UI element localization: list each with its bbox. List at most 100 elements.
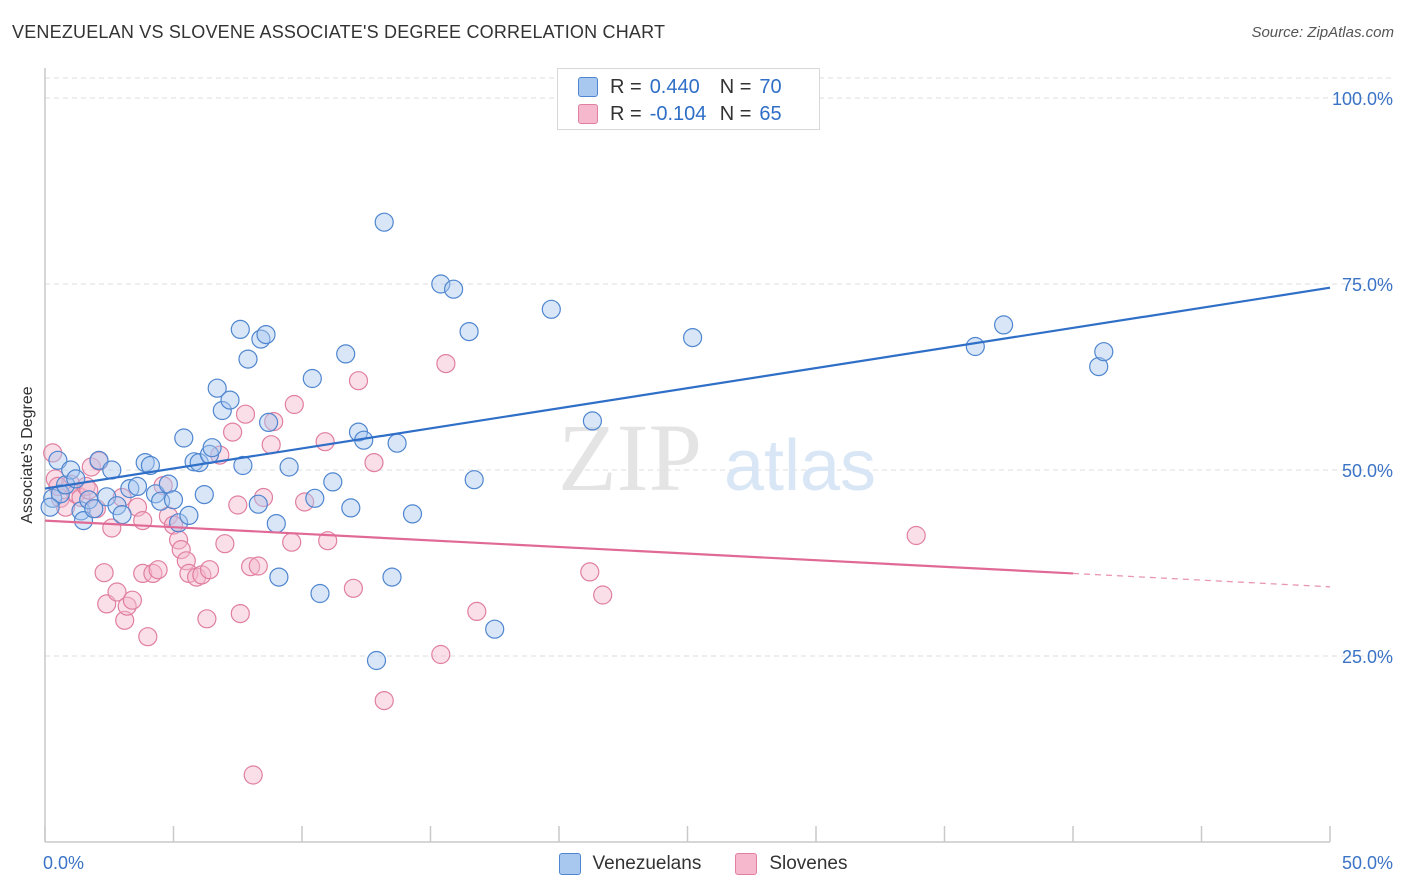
venezuelan-point xyxy=(582,411,603,431)
slovene-point xyxy=(467,601,487,622)
slovene-point xyxy=(436,354,456,374)
legend-item-venezuelans[interactable]: Venezuelans xyxy=(558,853,701,875)
venezuelan-point xyxy=(382,567,402,587)
slovene-point xyxy=(284,394,304,415)
slovene-point xyxy=(348,371,369,391)
watermark-atlas: atlas xyxy=(724,426,876,506)
legend-r-label: R = xyxy=(610,75,642,98)
venezuelan-point xyxy=(1089,357,1109,377)
slovene-point xyxy=(171,539,191,560)
series-legend: Venezuelans Slovenes xyxy=(0,852,1406,876)
venezuelans-trend-line xyxy=(44,286,1331,490)
venezuelan-point xyxy=(212,400,232,421)
venezuelan-point xyxy=(84,499,104,519)
venezuelan-point xyxy=(402,504,423,524)
legend-n-value: 70 xyxy=(759,75,782,98)
legend-r-value: -0.104 xyxy=(649,102,707,125)
slovene-point xyxy=(215,534,235,554)
venezuelan-point xyxy=(444,279,464,299)
slovene-point xyxy=(133,563,153,584)
venezuelan-point xyxy=(207,378,227,398)
legend-row-venezuelans: R = 0.440 N = 70 xyxy=(578,75,782,99)
y-tick-label: 100.0% xyxy=(1332,89,1393,109)
slovene-point xyxy=(223,422,243,442)
venezuelan-point xyxy=(140,455,160,476)
slovene-point xyxy=(374,690,394,711)
venezuelan-point xyxy=(163,490,184,510)
slovene-point xyxy=(143,563,163,584)
slovene-point xyxy=(176,551,196,571)
slovene-point xyxy=(580,562,600,582)
slovene-point xyxy=(230,603,250,624)
y-axis-label: Associate's Degree xyxy=(19,386,36,524)
legend-swatch-blue xyxy=(578,77,598,97)
venezuelan-point xyxy=(48,450,68,470)
venezuelans-swatch xyxy=(558,853,581,875)
venezuelan-point xyxy=(310,583,330,604)
chart-title: VENEZUELAN VS SLOVENE ASSOCIATE'S DEGREE… xyxy=(12,22,666,42)
venezuelan-point xyxy=(135,453,155,473)
venezuelan-point xyxy=(459,322,479,342)
slovene-point xyxy=(282,532,302,552)
slovene-point xyxy=(115,610,135,630)
slovene-point xyxy=(248,556,268,576)
venezuelan-point xyxy=(965,336,985,357)
slovene-point xyxy=(71,487,91,508)
legend-r-value: 0.440 xyxy=(649,75,700,98)
venezuelan-point xyxy=(238,349,258,369)
venezuelan-point xyxy=(233,455,253,476)
slovene-point xyxy=(228,495,248,515)
slovene-point xyxy=(295,492,315,512)
slovene-point xyxy=(241,557,261,577)
venezuelan-point xyxy=(269,567,289,587)
legend-item-slovenes[interactable]: Slovenes xyxy=(735,853,848,875)
venezuelan-point xyxy=(174,428,194,448)
slovene-point xyxy=(81,457,101,477)
slovene-point xyxy=(906,525,926,546)
legend-r-label: R = xyxy=(610,102,642,125)
venezuelan-point xyxy=(61,460,81,480)
venezuelan-point xyxy=(279,457,299,477)
venezuelan-point xyxy=(1094,342,1114,362)
venezuelan-point xyxy=(120,479,140,499)
slovene-point xyxy=(199,560,220,580)
y-tick-label: 50.0% xyxy=(1342,461,1393,481)
slovene-point xyxy=(148,560,168,580)
venezuelan-point xyxy=(112,504,132,525)
slovene-point xyxy=(364,453,384,473)
venezuelan-point xyxy=(194,485,214,505)
venezuelan-point xyxy=(323,472,343,492)
venezuelan-point xyxy=(431,274,451,294)
y-tick-label: 75.0% xyxy=(1342,275,1393,295)
venezuelan-point xyxy=(202,438,222,458)
venezuelan-point xyxy=(107,496,127,516)
venezuelan-point xyxy=(366,650,387,671)
slovene-point xyxy=(138,627,158,647)
venezuelan-point xyxy=(266,513,286,534)
slovene-point xyxy=(431,644,451,665)
venezuelan-point xyxy=(374,212,394,232)
venezuelan-point xyxy=(485,619,505,639)
venezuelan-point xyxy=(50,484,71,504)
venezuelan-point xyxy=(179,505,199,526)
legend-n-label: N = xyxy=(719,75,752,98)
venezuelan-point xyxy=(336,344,356,364)
slovene-point xyxy=(243,765,263,785)
slovene-point xyxy=(235,404,256,424)
venezuelan-point xyxy=(993,315,1014,335)
venezuelan-point xyxy=(302,368,322,389)
venezuelan-point xyxy=(305,488,325,508)
legend-n-label: N = xyxy=(719,102,752,125)
slovenes-trend-line xyxy=(44,519,1074,575)
tick-labels: 25.0% 50.0% 75.0% 100.0% 0.0% 50.0% xyxy=(43,89,1393,873)
venezuelan-point xyxy=(682,328,703,348)
venezuelan-point xyxy=(259,412,279,432)
slovenes-trend-extension xyxy=(1072,572,1331,588)
slovene-point xyxy=(593,585,613,605)
venezuelan-point xyxy=(127,476,148,496)
trend-lines xyxy=(44,286,1331,588)
slovene-point xyxy=(122,590,142,610)
venezuelan-point xyxy=(541,299,561,319)
slovene-point xyxy=(197,609,217,629)
slovenes-swatch xyxy=(735,853,758,875)
